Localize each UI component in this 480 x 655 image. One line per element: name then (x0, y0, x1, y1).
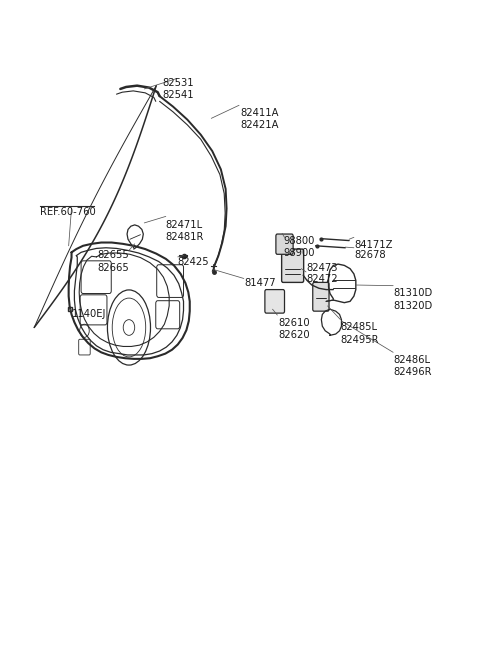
Text: 82531
82541: 82531 82541 (162, 78, 193, 100)
Text: 82472: 82472 (306, 274, 337, 284)
Text: 81477: 81477 (245, 278, 276, 288)
Text: 82678: 82678 (355, 250, 386, 261)
Text: 82411A
82421A: 82411A 82421A (240, 108, 278, 130)
Text: 82485L
82495R: 82485L 82495R (340, 322, 379, 345)
FancyBboxPatch shape (276, 234, 293, 254)
FancyBboxPatch shape (313, 282, 329, 311)
Text: 82473: 82473 (306, 263, 337, 273)
Text: 82610
82620: 82610 82620 (278, 318, 310, 340)
Text: 82425: 82425 (178, 257, 209, 267)
Text: 1140EJ: 1140EJ (72, 309, 106, 319)
Text: 82655
82665: 82655 82665 (97, 250, 129, 272)
Text: 82471L
82481R: 82471L 82481R (166, 219, 204, 242)
Text: 84171Z: 84171Z (355, 240, 394, 250)
Text: REF.60-760: REF.60-760 (40, 206, 96, 217)
Text: 81310D
81320D: 81310D 81320D (393, 288, 432, 310)
Text: 82486L
82496R: 82486L 82496R (393, 355, 432, 377)
FancyBboxPatch shape (265, 290, 285, 313)
FancyBboxPatch shape (282, 249, 304, 282)
Text: 98800
98900: 98800 98900 (283, 236, 314, 258)
